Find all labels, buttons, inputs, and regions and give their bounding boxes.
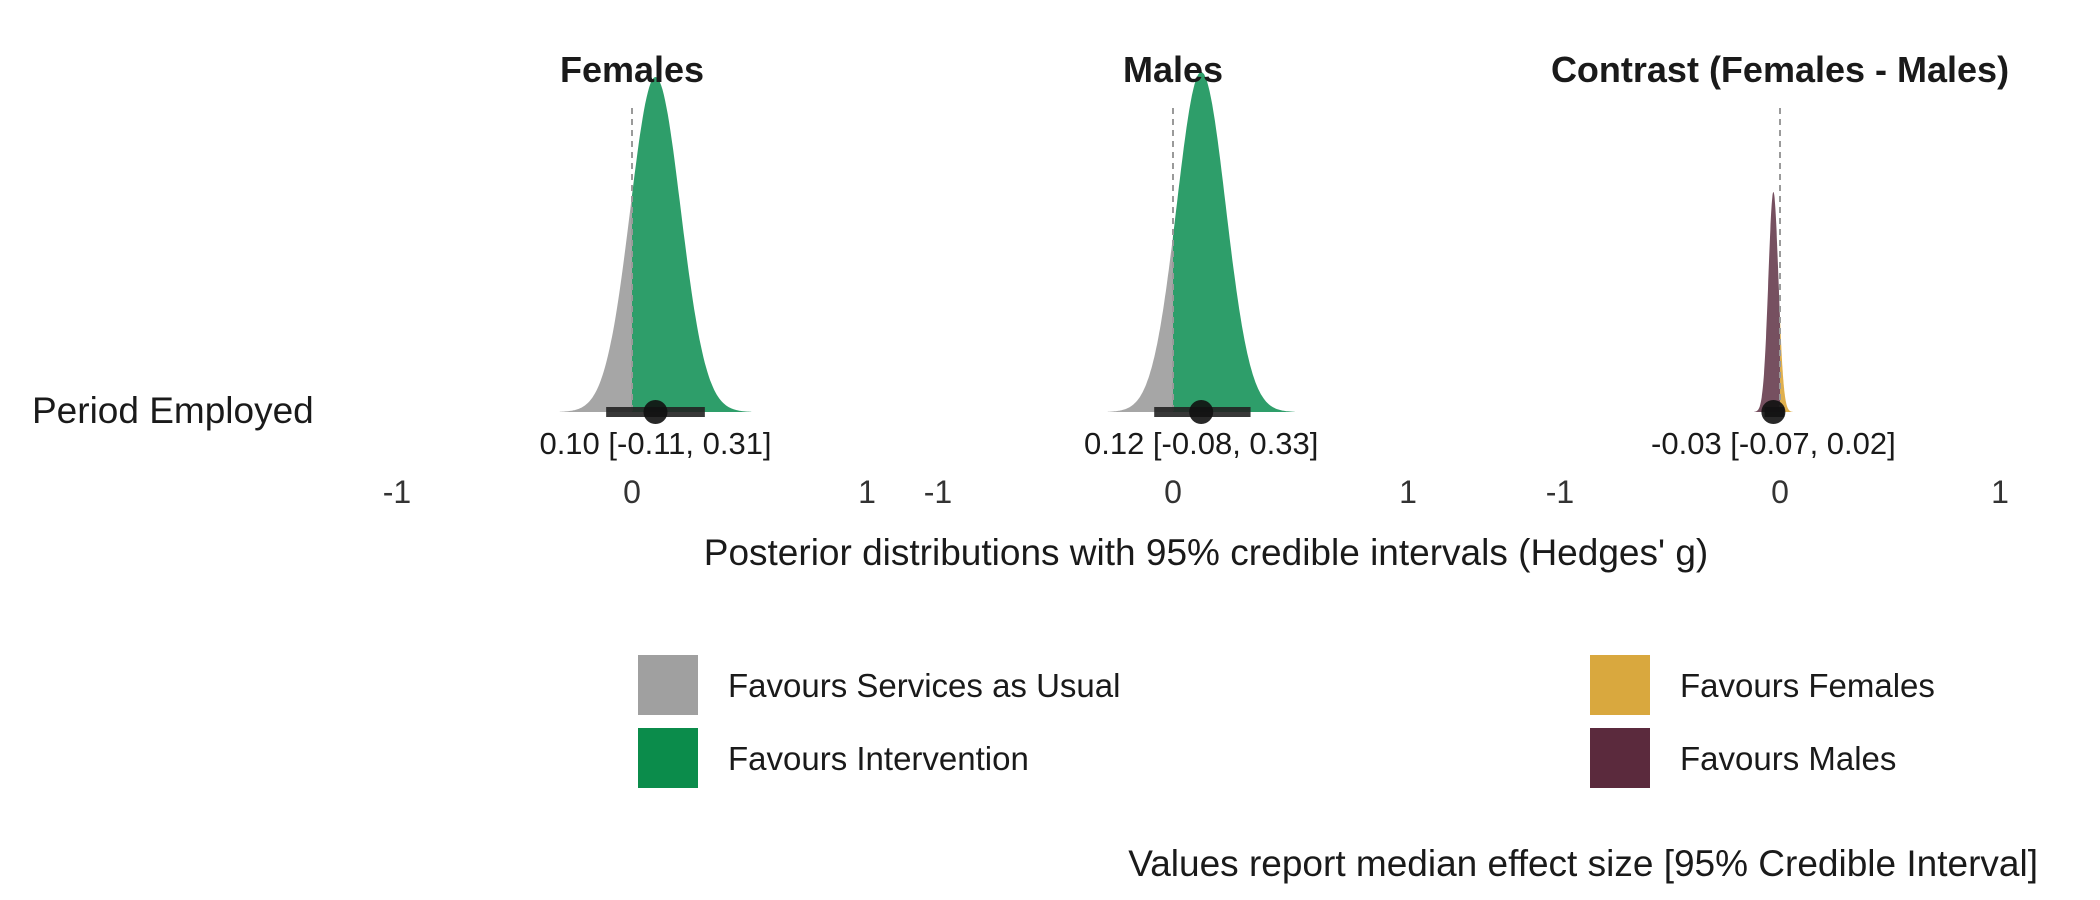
row-label: Period Employed (32, 390, 314, 431)
males-title: Males (1123, 49, 1223, 90)
females-density-below-zero (559, 195, 632, 412)
legend: Favours Services as Usual Favours Interv… (638, 655, 1935, 788)
contrast-density-above-zero (1780, 318, 1793, 412)
contrast-title: Contrast (Females - Males) (1551, 49, 2009, 90)
panel-females: Females 0.10 [-0.11, 0.31] -1 0 1 (383, 49, 876, 510)
legend-label-males: Favours Males (1680, 740, 1896, 777)
females-density-above-zero (632, 77, 752, 412)
contrast-tick-label: 0 (1771, 474, 1789, 510)
legend-swatch-males (1590, 728, 1650, 788)
males-density-below-zero (1107, 235, 1173, 412)
males-median-point (1189, 400, 1214, 424)
males-tick-label: 0 (1164, 474, 1182, 510)
contrast-median-point (1761, 400, 1786, 424)
females-tick-label: 1 (858, 474, 876, 510)
males-value-label: 0.12 [-0.08, 0.33] (1084, 426, 1318, 461)
legend-swatch-intervention (638, 728, 698, 788)
females-tick-label: 0 (623, 474, 641, 510)
males-tick-label: -1 (924, 474, 952, 510)
contrast-value-label: -0.03 [-0.07, 0.02] (1651, 426, 1896, 461)
contrast-density-below-zero (1754, 192, 1780, 412)
caption: Values report median effect size [95% Cr… (1128, 843, 2038, 884)
females-median-point (643, 400, 668, 424)
panels-group: Females 0.10 [-0.11, 0.31] -1 0 1 Males 0.12 [… (383, 49, 2009, 510)
panel-contrast: Contrast (Females - Males) -0.03 [-0.07, … (1546, 49, 2009, 510)
females-tick-label: -1 (383, 474, 411, 510)
legend-label-services-as-usual: Favours Services as Usual (728, 667, 1120, 704)
legend-label-intervention: Favours Intervention (728, 740, 1029, 777)
contrast-tick-label: -1 (1546, 474, 1574, 510)
females-title: Females (560, 49, 704, 90)
contrast-tick-label: 1 (1991, 474, 2009, 510)
females-value-label: 0.10 [-0.11, 0.31] (539, 426, 771, 461)
males-tick-label: 1 (1399, 474, 1417, 510)
legend-swatch-services-as-usual (638, 655, 698, 715)
x-axis-label: Posterior distributions with 95% credibl… (704, 532, 1708, 573)
panel-males: Males 0.12 [-0.08, 0.33] -1 0 1 (924, 49, 1417, 510)
males-density-above-zero (1173, 72, 1295, 412)
legend-label-females: Favours Females (1680, 667, 1935, 704)
legend-swatch-females (1590, 655, 1650, 715)
